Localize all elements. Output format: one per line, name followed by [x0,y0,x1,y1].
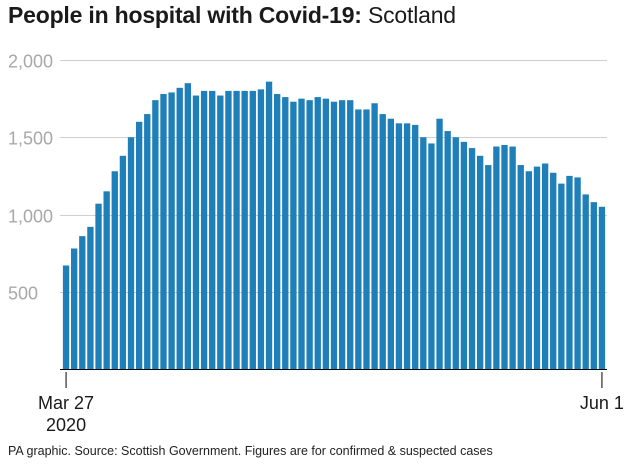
chart-title: People in hospital with Covid-19: Scotla… [8,2,456,29]
y-tick-label: 500 [8,284,38,304]
bar [160,93,167,370]
bar [493,146,500,369]
bar [428,143,435,369]
bar [135,121,143,369]
bar [347,100,354,370]
bar [533,166,541,369]
bar [412,124,419,369]
bar [355,109,362,369]
bar [379,114,386,369]
x-tick-sublabel: 2020 [46,415,86,435]
bar [550,172,557,369]
bar [338,100,346,370]
y-tick-label: 2,000 [8,52,53,72]
bar [282,97,289,369]
bar [274,93,281,370]
bar [371,103,378,369]
bar [152,100,159,370]
bar [144,114,151,369]
bar [322,98,330,370]
bar [476,155,484,369]
bar [71,248,78,369]
bar [541,163,549,369]
bar [119,155,127,369]
bar [176,87,183,369]
bar [241,90,248,370]
bar [452,137,459,369]
x-tick-label: Mar 27 [38,393,94,413]
bar [509,146,516,369]
bar [103,191,110,369]
bar [403,123,411,369]
bar [387,118,394,370]
bar [558,183,565,369]
bar [95,203,102,369]
bar [79,236,86,369]
bar [525,171,533,369]
bar [363,109,370,369]
bar [468,148,476,369]
bar [265,81,273,369]
bar [298,98,305,370]
bar [257,89,265,370]
bar [209,90,216,370]
bar [582,194,589,369]
bar [306,100,313,370]
bar [598,206,606,369]
bar-series [62,81,606,370]
bar [436,118,443,370]
x-tick-label: Jun 1 [580,393,624,413]
bar [485,165,492,369]
bar [87,226,94,369]
bar [249,90,256,370]
bar [444,131,451,369]
bar [168,92,175,369]
bar [314,97,321,369]
bar [330,101,338,370]
bar [574,177,581,369]
bar [127,137,135,369]
bar [200,90,208,370]
bar [192,95,200,369]
bar [217,95,224,369]
source-note: PA graphic. Source: Scottish Government.… [8,444,493,458]
bar [517,165,524,369]
y-tick-label: 1,500 [8,129,53,149]
y-tick-labels: 500 1,000 1,500 2,000 [8,52,53,304]
bar [184,83,192,370]
bar [590,202,597,369]
bar [460,141,468,369]
bar [225,90,232,370]
chart-title-region: Scotland [367,2,456,28]
y-tick-label: 1,000 [8,207,53,227]
bar [420,137,427,369]
bar [290,101,297,370]
bar [111,171,118,369]
chart-title-bold: People in hospital with Covid-19: [8,2,362,28]
bar [501,144,508,369]
bar [62,265,70,369]
bar [395,123,403,369]
bar [233,90,240,370]
bar [566,175,573,370]
